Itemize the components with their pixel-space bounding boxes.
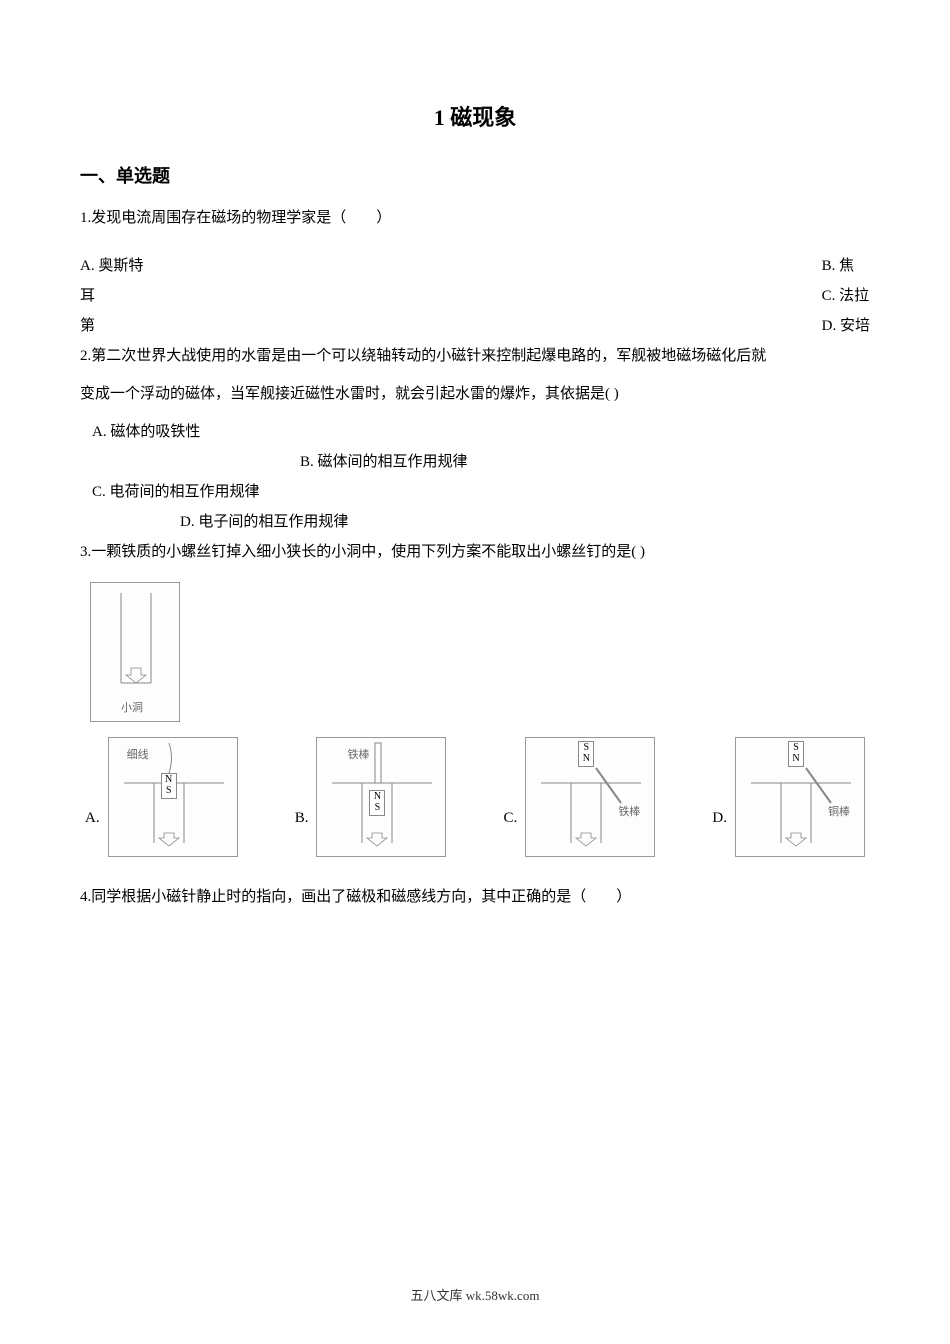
q3-option-c-label: C.	[504, 810, 518, 857]
q1-option-a-part1: A. 奥斯特	[80, 251, 143, 281]
q3a-s: S	[162, 785, 176, 796]
page-footer: 五八文库 wk.58wk.com	[0, 1285, 950, 1304]
q3-diagram-d: S N 铜棒	[735, 737, 865, 857]
q3c-s: S	[579, 742, 593, 753]
q1-option-c: C. 法拉	[822, 281, 870, 311]
q1-option-b: B. 焦	[822, 251, 870, 281]
q3-diagram-options: A. 细线 N S B. 铁棒	[80, 737, 870, 857]
q1-option-a-part2: 耳	[80, 281, 143, 311]
q3-option-b-label: B.	[295, 810, 309, 857]
q3-option-b-wrap: B. 铁棒 N S	[295, 737, 447, 857]
q1-stem: 1.发现电流周围存在磁场的物理学家是（ ）	[80, 203, 870, 233]
page-title: 1 磁现象	[80, 100, 870, 132]
q2-stem-line1: 2.第二次世界大战使用的水雷是由一个可以绕轴转动的小磁针来控制起爆电路的，军舰被…	[80, 341, 870, 371]
q2-option-b: B. 磁体间的相互作用规律	[80, 447, 870, 477]
q2-option-c: C. 电荷间的相互作用规律	[80, 477, 870, 507]
q3-option-d-label: D.	[712, 810, 727, 857]
q3d-n: N	[789, 753, 803, 764]
q1-options: A. 奥斯特 耳 第 B. 焦 C. 法拉 D. 安培	[80, 251, 870, 341]
q4-stem: 4.同学根据小磁针静止时的指向，画出了磁极和磁感线方向，其中正确的是（ ）	[80, 882, 870, 912]
q3d-s: S	[789, 742, 803, 753]
section-heading: 一、单选题	[80, 162, 870, 188]
q2-option-a: A. 磁体的吸铁性	[80, 417, 870, 447]
q3-option-a-label: A.	[85, 810, 100, 857]
q3-stem: 3.一颗铁质的小螺丝钉掉入细小狭长的小洞中，使用下列方案不能取出小螺丝钉的是( …	[80, 537, 870, 567]
q3-diagram-b: 铁棒 N S	[316, 737, 446, 857]
q3-option-c-wrap: C. S N 铁棒	[504, 737, 656, 857]
q3-option-a-wrap: A. 细线 N S	[85, 737, 238, 857]
q3-hole-label: 小洞	[121, 699, 143, 715]
q3-diagram-a: 细线 N S	[108, 737, 238, 857]
q1-option-d: D. 安培	[822, 311, 870, 341]
q3a-n: N	[162, 774, 176, 785]
q3-hole-diagram: 小洞	[90, 582, 180, 722]
q3b-s: S	[370, 802, 384, 813]
q3-option-d-wrap: D. S N 铜棒	[712, 737, 865, 857]
q3c-n: N	[579, 753, 593, 764]
q2-stem-line2: 变成一个浮动的磁体，当军舰接近磁性水雷时，就会引起水雷的爆炸，其依据是( )	[80, 379, 870, 409]
q3b-n: N	[370, 791, 384, 802]
q3c-iron-label: 铁棒	[618, 803, 640, 819]
q3-diagram-c: S N 铁棒	[525, 737, 655, 857]
q3d-copper-label: 铜棒	[828, 803, 850, 819]
q1-option-a-part3: 第	[80, 311, 143, 341]
q2-option-d: D. 电子间的相互作用规律	[80, 507, 870, 537]
